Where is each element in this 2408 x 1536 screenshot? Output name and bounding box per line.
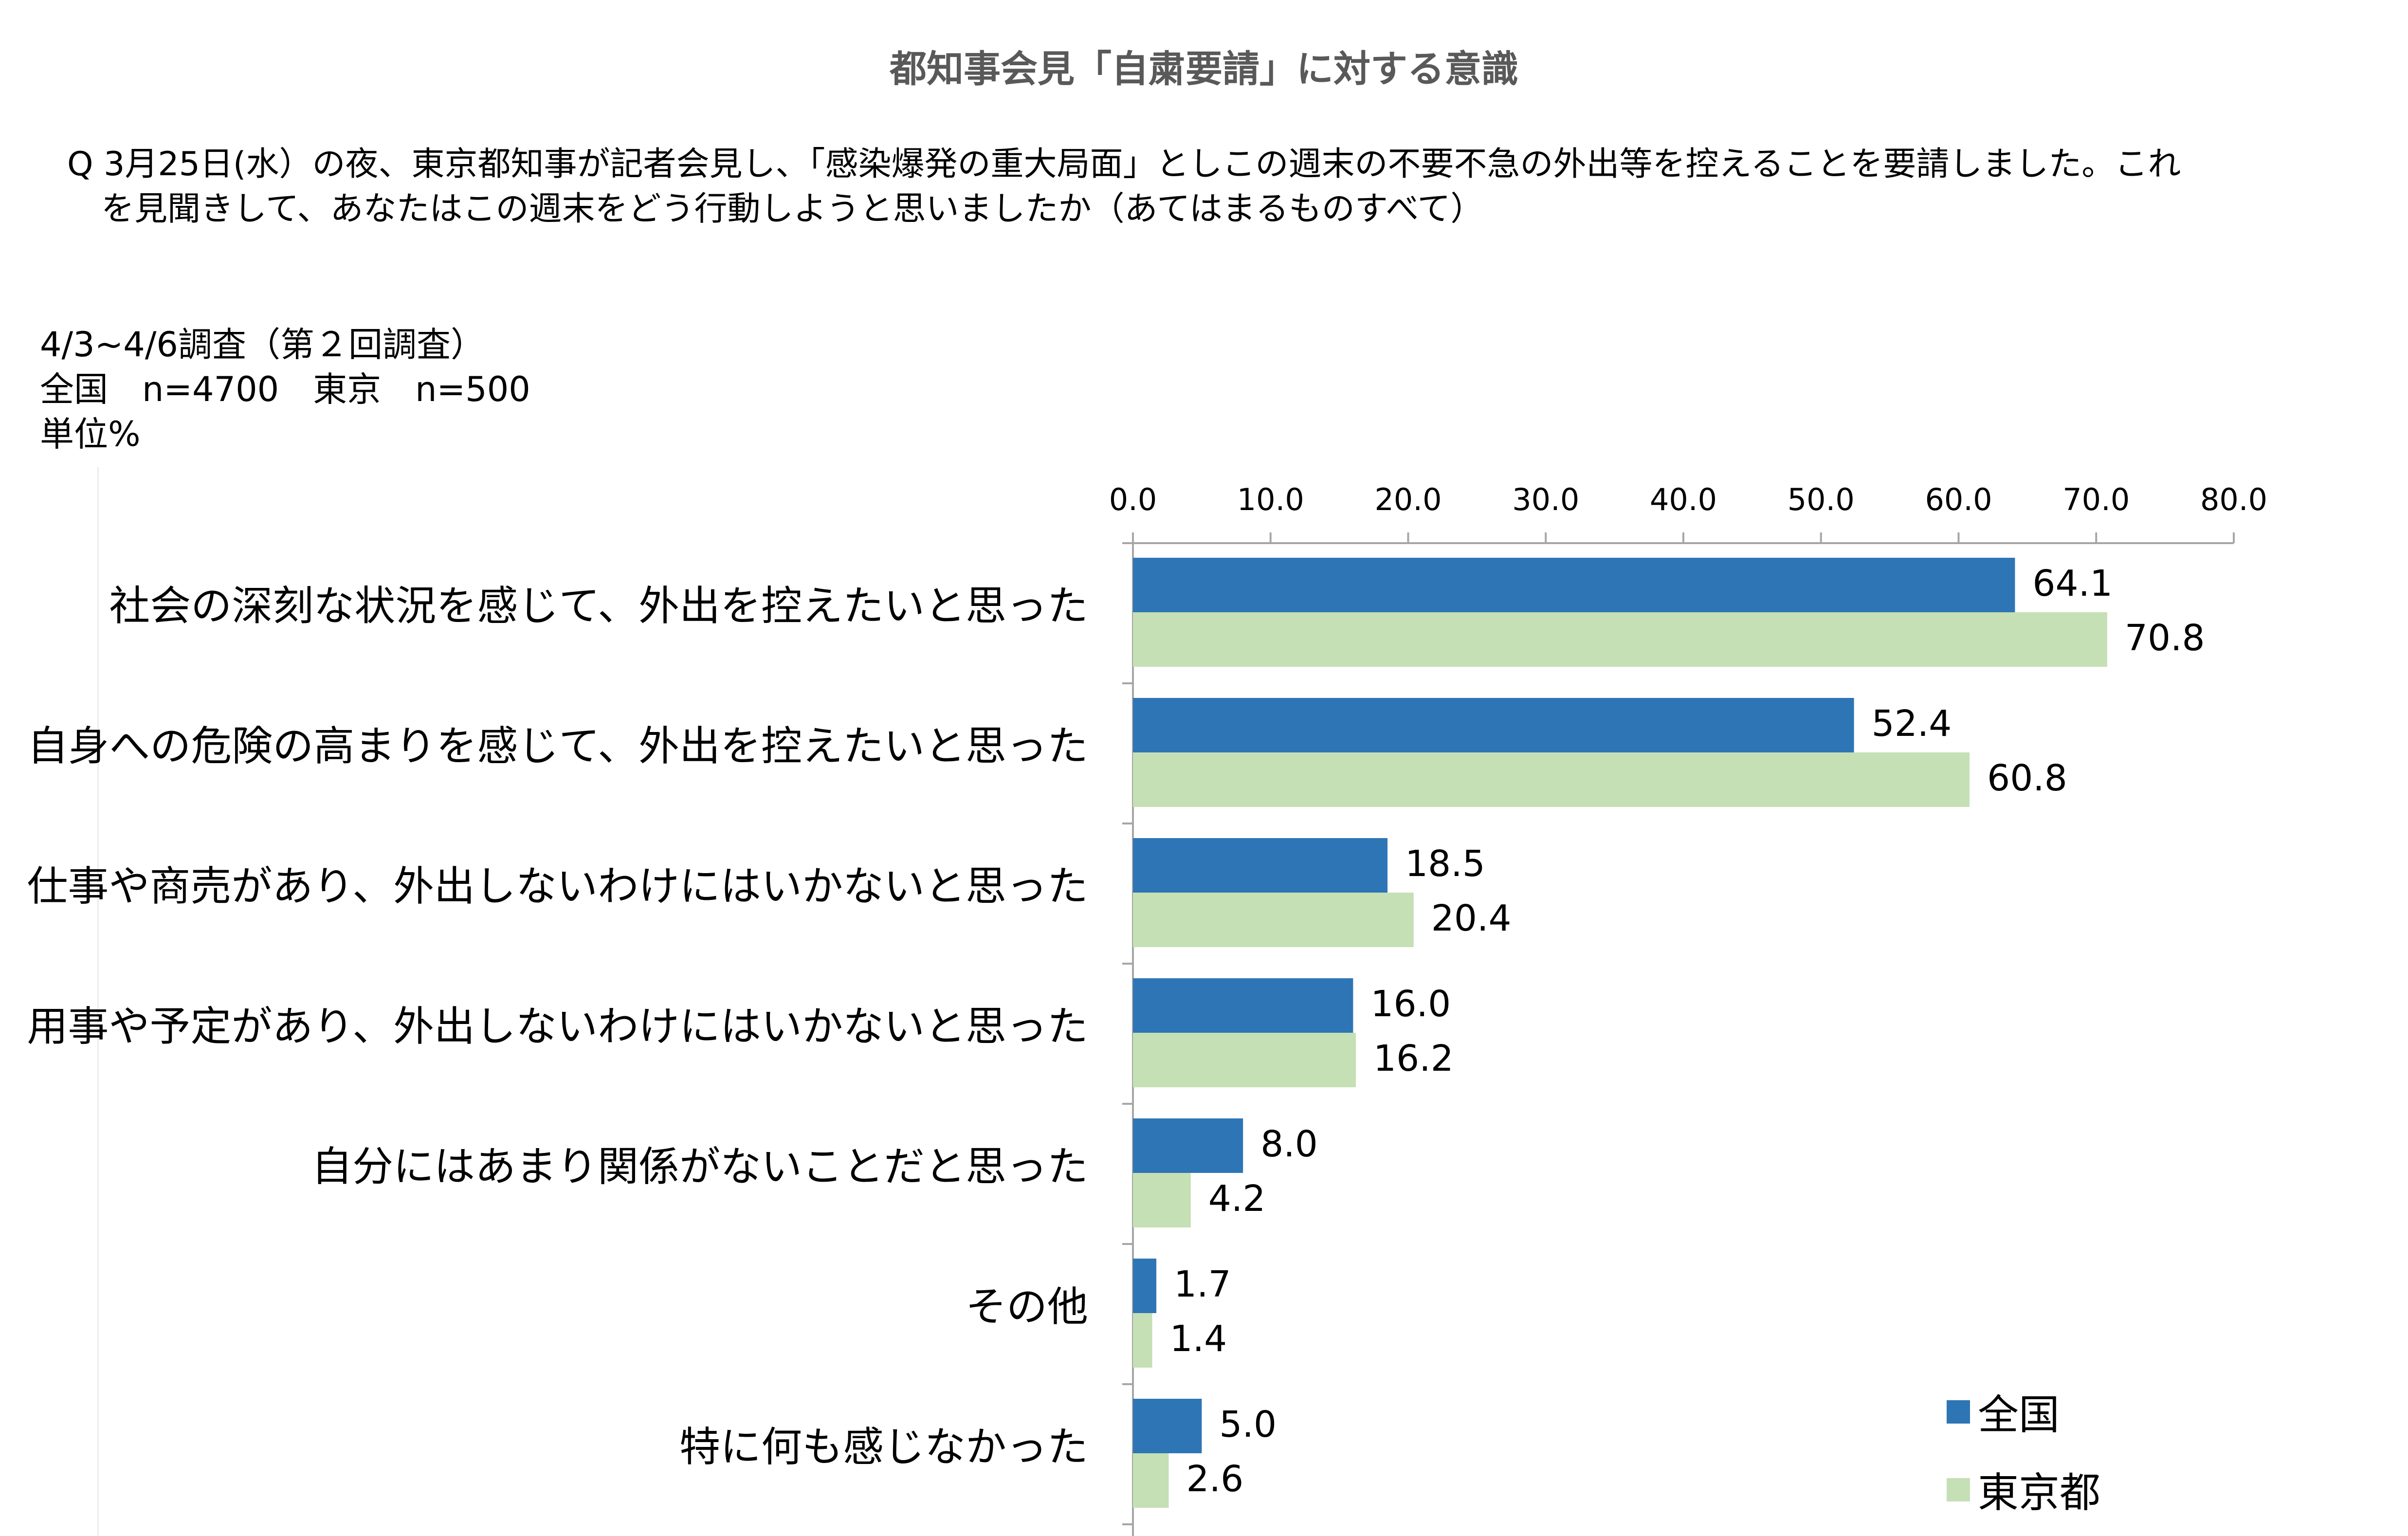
data-label-national: 16.0 [1370,983,1451,1025]
sample-size: 全国 n=4700 東京 n=500 [40,369,530,409]
data-label-tokyo: 1.4 [1170,1318,1227,1360]
bar-national [1133,1259,1157,1313]
data-label-national: 52.4 [1872,703,1952,745]
category-label: 仕事や商売があり、外出しないわけにはいかないと思った [27,862,1088,910]
x-tick-label: 70.0 [2062,482,2130,517]
chart-title: 都知事会見「自粛要請」に対する意識 [890,47,1518,91]
question-line-2: を見聞きして、あなたはこの週末をどう行動しようと思いましたか（あてはまるものすべ… [101,190,1484,228]
bar-national [1133,1118,1243,1173]
legend-swatch-tokyo [1947,1478,1970,1501]
bar-national [1133,558,2015,612]
x-tick-label: 60.0 [1925,482,1992,517]
category-label: 自分にはあまり関係がないことだと思った [311,1143,1088,1190]
category-label: 特に何も感じなかった [679,1423,1088,1471]
bar-tokyo [1133,1453,1169,1508]
bar-tokyo [1133,612,2107,667]
x-tick-label: 30.0 [1512,482,1579,517]
legend-label-national: 全国 [1978,1391,2060,1439]
survey-period: 4/3~4/6調査（第２回調査） [40,325,485,365]
data-label-national: 8.0 [1260,1123,1318,1165]
data-label-tokyo: 60.8 [1987,757,2067,799]
question-text: Q 3月25日(水）の夜、東京都知事が記者会見し、「感染爆発の重大局面」としこの… [67,142,2384,232]
bar-tokyo [1133,1033,1356,1087]
bar-tokyo [1133,752,1970,807]
legend-swatch-national [1947,1400,1970,1424]
frame-line [97,467,99,1536]
x-tick-label: 10.0 [1237,482,1304,517]
legend-label-tokyo: 東京都 [1978,1469,2101,1517]
unit-label: 単位% [40,414,141,454]
x-tick-label: 80.0 [2200,482,2267,517]
data-label-tokyo: 4.2 [1208,1178,1266,1220]
data-label-national: 64.1 [2032,563,2113,604]
data-label-tokyo: 16.2 [1373,1038,1454,1079]
data-label-national: 1.7 [1174,1263,1231,1305]
data-label-national: 18.5 [1405,843,1485,885]
bar-national [1133,698,1854,752]
category-label: 用事や予定があり、外出しないわけにはいかないと思った [27,1003,1088,1050]
bar-tokyo [1133,1173,1191,1227]
x-tick-label: 0.0 [1109,482,1157,517]
x-tick-label: 40.0 [1650,482,1717,517]
bar-tokyo [1133,1313,1152,1368]
category-label: 社会の深刻な状況を感じて、外出を控えたいと思った [109,582,1088,630]
data-label-tokyo: 2.6 [1186,1458,1244,1500]
bar-tokyo [1133,893,1414,947]
bar-national [1133,978,1353,1033]
x-tick-label: 50.0 [1788,482,1855,517]
data-label-tokyo: 20.4 [1431,897,1512,939]
legend-item-national: 全国 [1947,1382,2060,1441]
data-label-tokyo: 70.8 [2125,617,2205,659]
x-tick-label: 20.0 [1374,482,1441,517]
legend-item-tokyo: 東京都 [1947,1460,2100,1519]
bar-national [1133,1399,1202,1453]
question-line-1: Q 3月25日(水）の夜、東京都知事が記者会見し、「感染爆発の重大局面」としこの… [67,145,2181,183]
category-label: 自身への危険の高まりを感じて、外出を控えたいと思った [27,722,1088,770]
bar-national [1133,838,1388,893]
data-label-national: 5.0 [1219,1404,1277,1445]
category-label: その他 [966,1283,1088,1331]
